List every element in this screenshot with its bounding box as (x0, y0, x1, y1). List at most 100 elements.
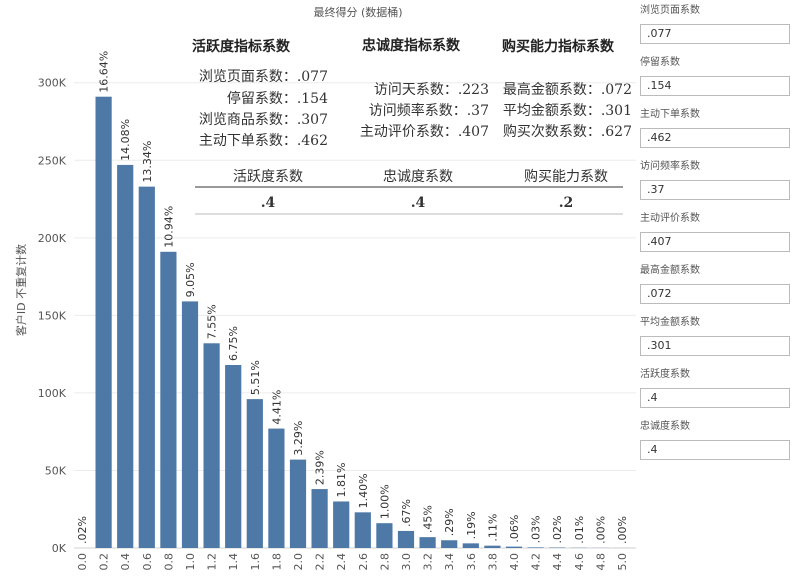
data-label: .06% (508, 515, 521, 543)
activity-heading: 活跃度指标系数 (192, 38, 291, 55)
bar (95, 96, 112, 548)
x-tick-label: 1.4 (227, 553, 240, 571)
param-input[interactable]: .462 (640, 128, 790, 148)
summary-value: .2 (559, 195, 574, 211)
param-max-amount: 最高金额系数 .072 (640, 264, 790, 304)
param-stay: 停留系数 .154 (640, 56, 790, 96)
summary-table: 活跃度系数 忠诚度系数 购买能力系数 .4 .4 .2 (195, 164, 623, 216)
param-input[interactable]: .4 (640, 440, 790, 460)
bar (419, 537, 436, 548)
data-label: 5.51% (249, 360, 262, 395)
summary-header: 活跃度系数 (233, 169, 303, 185)
x-tick-label: 0.8 (162, 553, 175, 571)
param-input[interactable]: .4 (640, 388, 790, 408)
x-tick-label: 5.0 (616, 553, 629, 571)
x-tick-label: 1.0 (184, 553, 197, 571)
data-label: .29% (443, 508, 456, 536)
summary-value: .4 (261, 195, 276, 211)
data-label: .01% (573, 516, 586, 544)
purchase-heading: 购买能力指标系数 (502, 38, 615, 55)
param-label: 停留系数 (640, 57, 680, 68)
summary-table-bg (195, 164, 623, 216)
data-labels: .02% 16.64% 14.08% 13.34% 10.94% 9.05% 7.55% 6.… (76, 51, 629, 544)
data-label: 1.40% (357, 473, 370, 508)
param-browse-pages: 浏览页面系数 .077 (640, 4, 790, 44)
data-label: 4.41% (270, 390, 283, 425)
x-tick-label: 3.8 (486, 553, 499, 571)
data-label: 1.00% (378, 484, 391, 519)
x-tick-label: 2.6 (357, 553, 370, 571)
x-tick-label: 3.2 (422, 553, 435, 571)
data-label: .11% (486, 514, 499, 542)
data-label: 10.94% (162, 206, 175, 248)
loyalty-heading: 忠诚度指标系数 (362, 37, 461, 54)
data-label: .19% (465, 511, 478, 539)
y-tick-label: 200K (38, 232, 67, 245)
y-tick-label: 100K (38, 387, 67, 400)
data-label: .02% (76, 516, 89, 544)
data-label: 13.34% (141, 141, 154, 183)
data-label: .00% (594, 516, 607, 544)
loyalty-annotation: 忠诚度指标系数 访问天系数：.223 访问频率系数：.37 主动评价系数：.40… (360, 37, 489, 140)
y-tick-label: 50K (45, 464, 67, 477)
x-tick-label: 2.8 (378, 553, 391, 571)
param-input[interactable]: .154 (640, 76, 790, 96)
bar (117, 164, 134, 548)
x-tick-label: 0.0 (76, 553, 89, 571)
param-avg-amount: 平均金额系数 .301 (640, 316, 790, 356)
activity-line: 浏览页面系数：.077 (199, 69, 328, 85)
bar (225, 364, 242, 548)
data-label: .00% (616, 516, 629, 544)
y-axis: 0K 50K 100K 150K 200K 250K 300K (38, 77, 67, 555)
bar (181, 301, 199, 548)
param-label: 主动下单系数 (640, 109, 700, 120)
bar (289, 459, 307, 548)
x-tick-label: 0.2 (98, 553, 111, 571)
x-tick-label: 2.0 (292, 553, 305, 571)
activity-line: 浏览商品系数：.307 (199, 112, 328, 128)
y-tick-label: 0K (52, 542, 67, 555)
bar (354, 512, 371, 548)
bar (311, 489, 328, 548)
y-axis-title: 客户ID 不重复计数 (14, 244, 28, 336)
param-input[interactable]: .407 (640, 232, 790, 252)
param-label: 活跃度系数 (640, 369, 690, 380)
purchase-line: 平均金额系数：.301 (503, 103, 632, 119)
data-label: 3.29% (292, 421, 305, 456)
param-input[interactable]: .301 (640, 336, 790, 356)
purchase-annotation: 购买能力指标系数 最高金额系数：.072 平均金额系数：.301 购买次数系数：… (502, 38, 632, 140)
histogram-chart: 0K 50K 100K 150K 200K 250K 300K .02% 16.64% 14.0… (14, 5, 636, 571)
bars (95, 96, 631, 548)
activity-line: 停留系数：.154 (227, 90, 328, 107)
bar (333, 501, 350, 548)
x-tick-label: 0.6 (141, 553, 154, 571)
bar (160, 251, 177, 548)
purchase-line: 最高金额系数：.072 (503, 81, 632, 98)
bar (397, 530, 415, 548)
data-label: .03% (530, 515, 543, 543)
data-label: 16.64% (98, 51, 111, 93)
param-label: 浏览页面系数 (640, 5, 700, 16)
bar (441, 540, 458, 548)
param-active-order: 主动下单系数 .462 (640, 108, 790, 148)
data-label: .45% (422, 505, 435, 533)
gridlines (74, 82, 636, 549)
data-label: 14.08% (119, 119, 132, 161)
x-tick-label: 1.6 (249, 553, 262, 571)
param-active-review: 主动评价系数 .407 (640, 212, 790, 252)
bar (268, 428, 285, 548)
param-input[interactable]: .077 (640, 24, 790, 44)
bar (246, 399, 263, 548)
x-tick-label: 1.8 (270, 553, 283, 571)
x-tick-label: 4.2 (530, 553, 543, 571)
param-label: 访问频率系数 (640, 161, 700, 172)
param-input[interactable]: .37 (640, 180, 790, 200)
x-tick-label: 1.2 (206, 553, 219, 571)
x-tick-label: 3.4 (443, 553, 456, 571)
activity-line: 主动下单系数：.462 (199, 133, 328, 149)
param-input[interactable]: .072 (640, 284, 790, 304)
x-tick-label: 2.4 (335, 553, 348, 571)
x-axis: 0.0 0.2 0.4 0.6 0.8 1.0 1.2 1.4 1.6 1.8 2.0 2.2 2.4 2… (76, 553, 629, 571)
x-tick-label: 4.8 (594, 553, 607, 571)
loyalty-line: 访问天系数：.223 (374, 82, 489, 98)
